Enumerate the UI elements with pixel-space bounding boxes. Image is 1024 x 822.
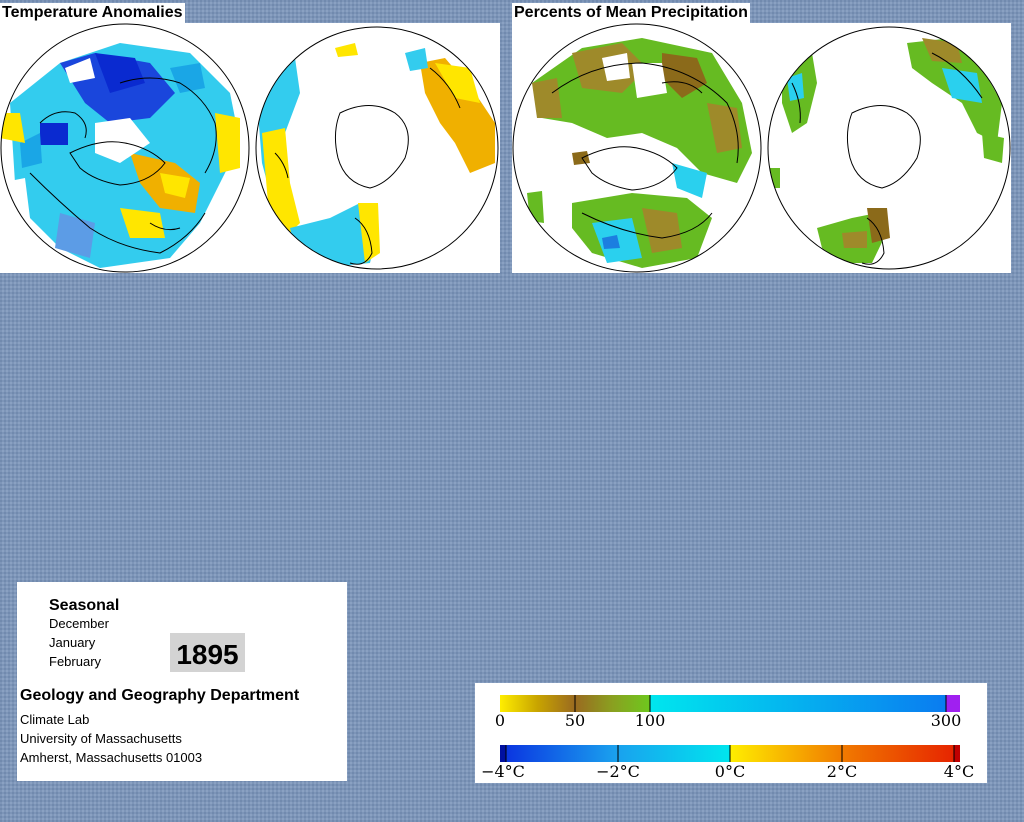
month-label: January	[49, 635, 96, 650]
precipitation-tick-label: 0	[494, 711, 506, 730]
legend-bars	[500, 695, 960, 762]
month-label: February	[49, 654, 102, 669]
address-line: Climate Lab	[20, 712, 90, 727]
address-line: Amherst, Massachusetts 01003	[20, 750, 203, 765]
temperature-maps	[0, 23, 499, 273]
temperature-southern-hemisphere-map	[255, 26, 499, 270]
temperature-tick-label: −4°C	[481, 762, 525, 781]
precipitation-percents-title: Percents of Mean Precipitation	[512, 3, 750, 23]
temperature-color-bar	[500, 745, 960, 762]
precipitation-northern-hemisphere-map	[512, 23, 762, 273]
month-label: December	[49, 616, 109, 631]
precipitation-southern-hemisphere-map	[767, 26, 1011, 270]
year-display: 1895	[170, 633, 245, 672]
precipitation-tick-label: 300	[930, 711, 962, 730]
address-line: University of Massachusetts	[20, 731, 182, 746]
temperature-tick-label: −2°C	[596, 762, 640, 781]
temperature-northern-hemisphere-map	[0, 23, 250, 273]
color-legend-box: 0 50 100 300 −4°C −2°C 0°C 2°C 4°C	[475, 683, 987, 783]
precipitation-tick-label: 50	[564, 711, 586, 730]
temperature-tick-label: 0°C	[714, 762, 746, 781]
season-title: Seasonal	[49, 597, 120, 614]
temperature-map-panel	[0, 23, 500, 273]
precipitation-map-panel	[512, 23, 1011, 273]
temperature-anomalies-title: Temperature Anomalies	[0, 3, 185, 23]
precipitation-color-bar	[500, 695, 960, 712]
info-box: Seasonal December January February 1895 …	[17, 582, 347, 781]
temperature-tick-label: 4°C	[943, 762, 975, 781]
temperature-tick-label: 2°C	[826, 762, 858, 781]
precipitation-tick-label: 100	[634, 711, 666, 730]
department-name: Geology and Geography Department	[20, 687, 300, 704]
precipitation-maps	[512, 23, 1011, 273]
